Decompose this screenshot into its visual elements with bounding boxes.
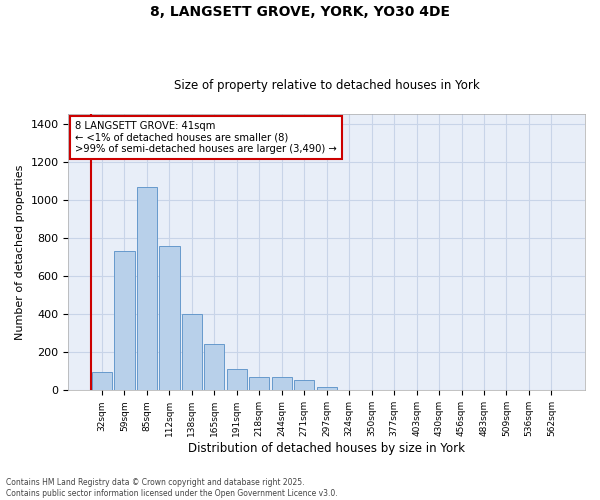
Bar <box>272 377 292 390</box>
Bar <box>115 251 134 390</box>
Text: 8 LANGSETT GROVE: 41sqm
← <1% of detached houses are smaller (8)
>99% of semi-de: 8 LANGSETT GROVE: 41sqm ← <1% of detache… <box>76 121 337 154</box>
X-axis label: Distribution of detached houses by size in York: Distribution of detached houses by size … <box>188 442 465 455</box>
Text: 8, LANGSETT GROVE, YORK, YO30 4DE: 8, LANGSETT GROVE, YORK, YO30 4DE <box>150 5 450 19</box>
Bar <box>137 188 157 390</box>
Bar <box>92 372 112 390</box>
Y-axis label: Number of detached properties: Number of detached properties <box>15 164 25 340</box>
Bar <box>249 377 269 390</box>
Bar <box>227 370 247 390</box>
Title: Size of property relative to detached houses in York: Size of property relative to detached ho… <box>174 79 479 92</box>
Bar <box>159 246 179 390</box>
Text: Contains HM Land Registry data © Crown copyright and database right 2025.
Contai: Contains HM Land Registry data © Crown c… <box>6 478 338 498</box>
Bar <box>182 314 202 390</box>
Bar <box>317 388 337 390</box>
Bar <box>204 344 224 390</box>
Bar <box>294 380 314 390</box>
